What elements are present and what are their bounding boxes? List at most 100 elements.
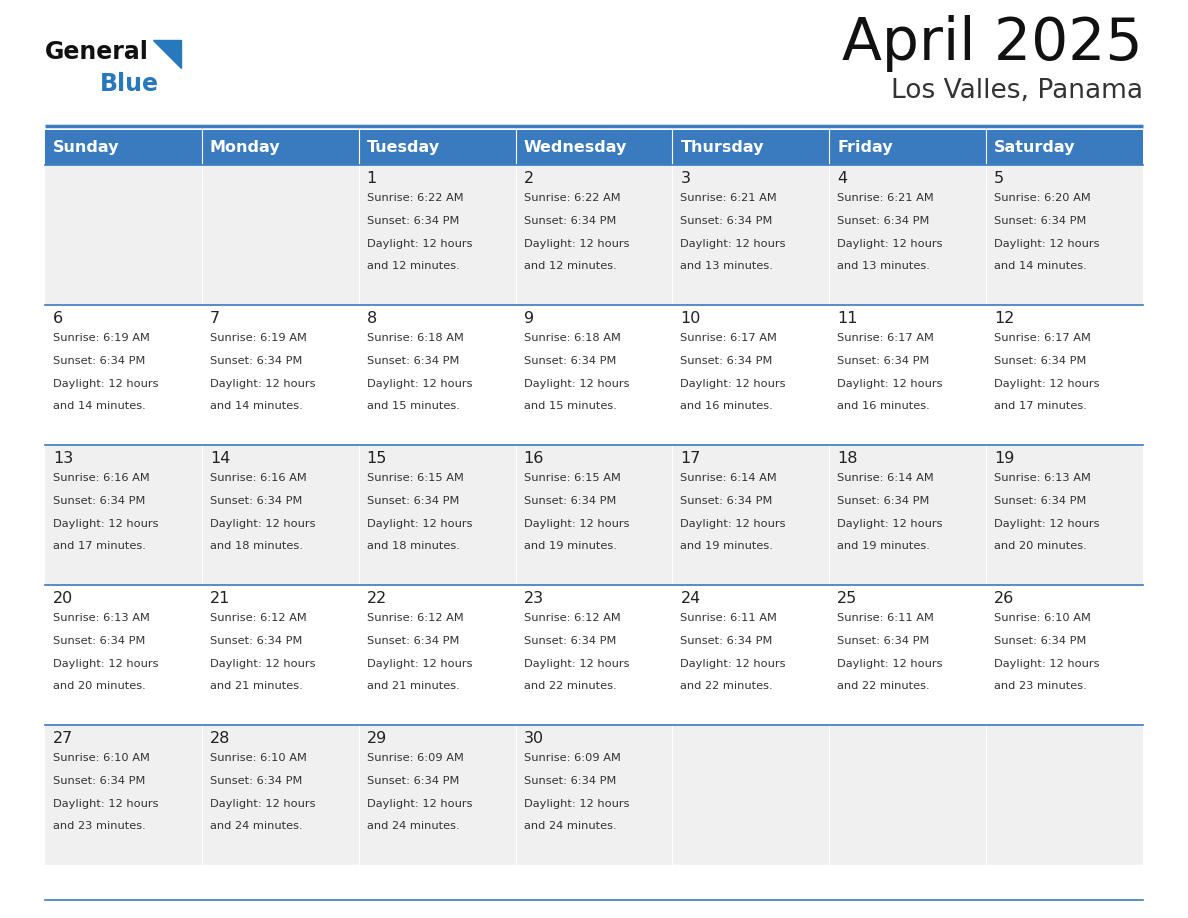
Polygon shape	[45, 725, 1143, 865]
Text: Sunset: 6:34 PM: Sunset: 6:34 PM	[367, 636, 459, 646]
Text: and 24 minutes.: and 24 minutes.	[210, 822, 303, 832]
Text: Tuesday: Tuesday	[367, 140, 440, 155]
Text: Sunrise: 6:09 AM: Sunrise: 6:09 AM	[524, 753, 620, 763]
Text: 9: 9	[524, 311, 533, 326]
Text: Sunrise: 6:19 AM: Sunrise: 6:19 AM	[53, 333, 150, 343]
Text: Sunset: 6:34 PM: Sunset: 6:34 PM	[524, 216, 615, 226]
Text: and 20 minutes.: and 20 minutes.	[53, 681, 146, 691]
Text: and 21 minutes.: and 21 minutes.	[210, 681, 303, 691]
Text: Sunset: 6:34 PM: Sunset: 6:34 PM	[994, 356, 1087, 365]
Polygon shape	[45, 305, 1143, 445]
Text: Monday: Monday	[210, 140, 280, 155]
Text: Daylight: 12 hours: Daylight: 12 hours	[210, 799, 315, 809]
Text: Sunset: 6:34 PM: Sunset: 6:34 PM	[53, 496, 145, 506]
Text: and 18 minutes.: and 18 minutes.	[367, 542, 460, 552]
Polygon shape	[45, 445, 1143, 585]
Text: and 15 minutes.: and 15 minutes.	[524, 401, 617, 411]
Text: General: General	[45, 40, 148, 64]
Text: 14: 14	[210, 451, 230, 466]
Text: Sunset: 6:34 PM: Sunset: 6:34 PM	[367, 496, 459, 506]
Text: Daylight: 12 hours: Daylight: 12 hours	[53, 658, 158, 668]
Text: 15: 15	[367, 451, 387, 466]
Text: Sunset: 6:34 PM: Sunset: 6:34 PM	[53, 776, 145, 786]
Text: 10: 10	[681, 311, 701, 326]
Text: and 14 minutes.: and 14 minutes.	[210, 401, 303, 411]
Text: Daylight: 12 hours: Daylight: 12 hours	[367, 239, 472, 249]
Text: Sunrise: 6:10 AM: Sunrise: 6:10 AM	[53, 753, 150, 763]
Text: Sunrise: 6:12 AM: Sunrise: 6:12 AM	[524, 613, 620, 623]
Text: Wednesday: Wednesday	[524, 140, 627, 155]
Text: 12: 12	[994, 311, 1015, 326]
Text: Thursday: Thursday	[681, 140, 764, 155]
Text: 6: 6	[53, 311, 63, 326]
Text: Sunset: 6:34 PM: Sunset: 6:34 PM	[681, 356, 773, 365]
Text: 17: 17	[681, 451, 701, 466]
Text: Sunrise: 6:12 AM: Sunrise: 6:12 AM	[367, 613, 463, 623]
Text: Los Valles, Panama: Los Valles, Panama	[891, 78, 1143, 104]
Text: 19: 19	[994, 451, 1015, 466]
Text: Daylight: 12 hours: Daylight: 12 hours	[210, 658, 315, 668]
Text: and 24 minutes.: and 24 minutes.	[367, 822, 460, 832]
Text: Sunrise: 6:15 AM: Sunrise: 6:15 AM	[367, 473, 463, 483]
Polygon shape	[829, 130, 986, 165]
Text: Sunrise: 6:17 AM: Sunrise: 6:17 AM	[838, 333, 934, 343]
Text: Sunrise: 6:18 AM: Sunrise: 6:18 AM	[524, 333, 620, 343]
Text: Daylight: 12 hours: Daylight: 12 hours	[681, 239, 786, 249]
Text: and 16 minutes.: and 16 minutes.	[838, 401, 930, 411]
Text: 29: 29	[367, 731, 387, 746]
Text: Sunset: 6:34 PM: Sunset: 6:34 PM	[210, 776, 302, 786]
Text: Saturday: Saturday	[994, 140, 1075, 155]
Text: Sunset: 6:34 PM: Sunset: 6:34 PM	[681, 216, 773, 226]
Text: Daylight: 12 hours: Daylight: 12 hours	[524, 519, 630, 529]
Text: and 20 minutes.: and 20 minutes.	[994, 542, 1087, 552]
Text: and 12 minutes.: and 12 minutes.	[524, 262, 617, 272]
Text: Daylight: 12 hours: Daylight: 12 hours	[994, 239, 1100, 249]
Text: Daylight: 12 hours: Daylight: 12 hours	[524, 378, 630, 388]
Text: Daylight: 12 hours: Daylight: 12 hours	[838, 239, 943, 249]
Text: Sunrise: 6:16 AM: Sunrise: 6:16 AM	[210, 473, 307, 483]
Text: and 16 minutes.: and 16 minutes.	[681, 401, 773, 411]
Polygon shape	[202, 130, 359, 165]
Polygon shape	[45, 130, 202, 165]
Text: and 17 minutes.: and 17 minutes.	[53, 542, 146, 552]
Text: and 23 minutes.: and 23 minutes.	[53, 822, 146, 832]
Text: Sunrise: 6:16 AM: Sunrise: 6:16 AM	[53, 473, 150, 483]
Text: Sunrise: 6:19 AM: Sunrise: 6:19 AM	[210, 333, 307, 343]
Text: Sunset: 6:34 PM: Sunset: 6:34 PM	[524, 496, 615, 506]
Text: 21: 21	[210, 591, 230, 606]
Text: Sunset: 6:34 PM: Sunset: 6:34 PM	[994, 216, 1087, 226]
Text: Sunday: Sunday	[53, 140, 120, 155]
Text: 7: 7	[210, 311, 220, 326]
Text: April 2025: April 2025	[842, 15, 1143, 72]
Text: Sunset: 6:34 PM: Sunset: 6:34 PM	[838, 356, 930, 365]
Text: and 19 minutes.: and 19 minutes.	[838, 542, 930, 552]
Text: Blue: Blue	[100, 72, 159, 96]
Text: Sunrise: 6:21 AM: Sunrise: 6:21 AM	[838, 193, 934, 203]
Text: Daylight: 12 hours: Daylight: 12 hours	[994, 519, 1100, 529]
Text: Sunrise: 6:13 AM: Sunrise: 6:13 AM	[53, 613, 150, 623]
Text: Daylight: 12 hours: Daylight: 12 hours	[524, 658, 630, 668]
Text: 16: 16	[524, 451, 544, 466]
Text: and 13 minutes.: and 13 minutes.	[838, 262, 930, 272]
Text: 3: 3	[681, 171, 690, 186]
Text: Sunrise: 6:21 AM: Sunrise: 6:21 AM	[681, 193, 777, 203]
Text: and 24 minutes.: and 24 minutes.	[524, 822, 617, 832]
Text: Sunrise: 6:14 AM: Sunrise: 6:14 AM	[838, 473, 934, 483]
Text: Sunrise: 6:18 AM: Sunrise: 6:18 AM	[367, 333, 463, 343]
Polygon shape	[986, 130, 1143, 165]
Text: Sunset: 6:34 PM: Sunset: 6:34 PM	[524, 356, 615, 365]
Text: Daylight: 12 hours: Daylight: 12 hours	[367, 658, 472, 668]
Text: Sunset: 6:34 PM: Sunset: 6:34 PM	[210, 496, 302, 506]
Text: Sunrise: 6:17 AM: Sunrise: 6:17 AM	[681, 333, 777, 343]
Text: 1: 1	[367, 171, 377, 186]
Text: Sunset: 6:34 PM: Sunset: 6:34 PM	[681, 636, 773, 646]
Text: Sunset: 6:34 PM: Sunset: 6:34 PM	[681, 496, 773, 506]
Text: Sunset: 6:34 PM: Sunset: 6:34 PM	[210, 636, 302, 646]
Text: 8: 8	[367, 311, 377, 326]
Text: Sunrise: 6:11 AM: Sunrise: 6:11 AM	[838, 613, 934, 623]
Text: Sunset: 6:34 PM: Sunset: 6:34 PM	[994, 636, 1087, 646]
Text: and 21 minutes.: and 21 minutes.	[367, 681, 460, 691]
Text: Sunrise: 6:22 AM: Sunrise: 6:22 AM	[367, 193, 463, 203]
Text: Sunset: 6:34 PM: Sunset: 6:34 PM	[367, 216, 459, 226]
Text: Sunset: 6:34 PM: Sunset: 6:34 PM	[367, 776, 459, 786]
